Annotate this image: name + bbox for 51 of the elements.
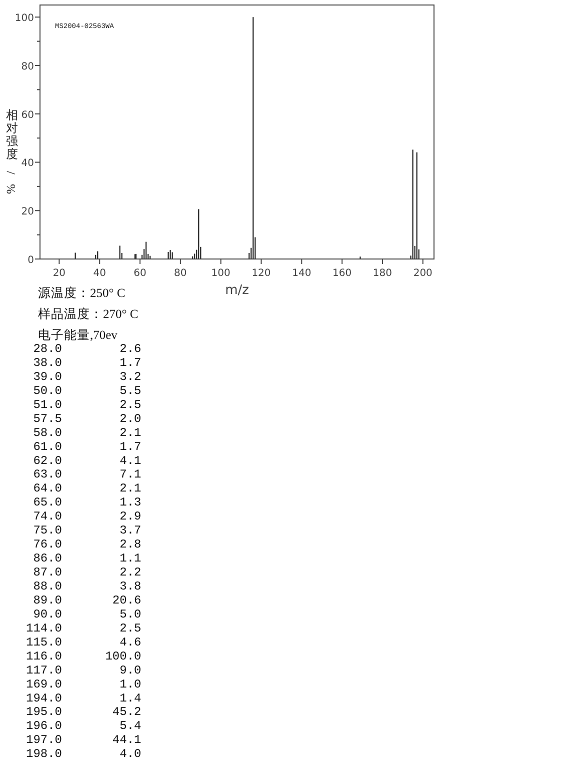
x-tick-label: 160 xyxy=(332,268,352,279)
text: 39.0 3.2 xyxy=(26,370,142,384)
x-axis-title: m/z xyxy=(225,283,250,298)
x-tick-label: 60 xyxy=(134,268,146,279)
text: 198.0 4.0 xyxy=(26,747,142,760)
x-tick-label: 80 xyxy=(174,268,187,279)
x-tick-label: 20 xyxy=(52,268,66,279)
text: 169.0 1.0 xyxy=(26,677,142,692)
text: 195.0 45.2 xyxy=(26,705,142,720)
text: 62.0 4.1 xyxy=(26,454,142,468)
text: 电子能量,70ev xyxy=(38,328,118,342)
text: 样品温度：270° C xyxy=(38,306,138,321)
x-tick-label: 40 xyxy=(93,268,106,279)
text: 89.0 20.6 xyxy=(26,593,142,608)
y-tick-label: 40 xyxy=(21,158,34,170)
text: 76.0 2.8 xyxy=(26,538,142,552)
text: 51.0 2.5 xyxy=(26,398,142,412)
text: 90.0 5.0 xyxy=(26,607,142,622)
text: 74.0 2.9 xyxy=(26,510,142,524)
text: 114.0 2.5 xyxy=(26,621,142,636)
x-tick-label: 100 xyxy=(211,268,230,279)
text: 57.5 2.0 xyxy=(26,412,142,426)
text: 61.0 1.7 xyxy=(26,440,142,454)
y-tick-label: 20 xyxy=(21,206,34,218)
text: 196.0 5.4 xyxy=(26,719,142,734)
text: 63.0 7.1 xyxy=(26,468,142,482)
x-tick-label: 140 xyxy=(292,268,312,279)
text: 64.0 2.1 xyxy=(26,482,142,496)
text: 197.0 44.1 xyxy=(26,733,142,748)
text: 28.0 2.6 xyxy=(26,342,142,356)
y-tick-label: 0 xyxy=(28,255,34,266)
y-tick-label: 80 xyxy=(21,61,34,72)
y-tick-label: 60 xyxy=(21,110,34,121)
text: 58.0 2.1 xyxy=(26,426,142,440)
text: 38.0 1.7 xyxy=(26,356,142,370)
text: 50.0 5.5 xyxy=(26,384,142,398)
y-axis-title: 相对强度/% xyxy=(4,108,18,194)
text: 88.0 3.8 xyxy=(26,579,142,594)
text: 117.0 9.0 xyxy=(26,663,142,678)
text: 115.0 4.6 xyxy=(26,635,142,650)
text: 116.0 100.0 xyxy=(26,649,142,664)
text: 86.0 1.1 xyxy=(26,552,142,566)
text: 194.0 1.4 xyxy=(26,691,142,706)
x-tick-label: 120 xyxy=(252,268,271,279)
text: 65.0 1.3 xyxy=(26,496,142,510)
text: 75.0 3.7 xyxy=(26,524,142,538)
x-tick-label: 200 xyxy=(413,268,432,279)
text: 源温度：250° C xyxy=(38,285,126,300)
y-tick-label: 100 xyxy=(14,13,34,24)
text: 87.0 2.2 xyxy=(26,566,142,580)
x-tick-label: 180 xyxy=(372,268,392,279)
